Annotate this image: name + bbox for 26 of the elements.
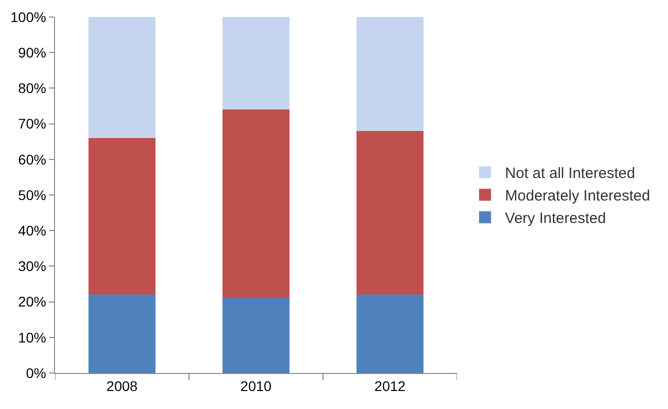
bar xyxy=(222,110,290,298)
y-tick-label: 80% xyxy=(18,80,46,96)
legend-label: Very Interested xyxy=(505,210,606,228)
bar xyxy=(356,294,424,373)
bar xyxy=(356,130,424,295)
bar xyxy=(88,138,156,295)
y-tick-label: 30% xyxy=(18,258,46,274)
y-tick-label: 100% xyxy=(10,8,46,25)
legend-label: Not at all Interested xyxy=(505,165,636,182)
y-tick-label: 90% xyxy=(18,44,46,60)
x-tick-label: 2008 xyxy=(106,378,138,394)
bar xyxy=(88,17,156,138)
bar xyxy=(222,298,290,373)
y-tick-label: 70% xyxy=(18,116,46,132)
y-tick-label: 50% xyxy=(18,186,46,203)
bar xyxy=(222,17,290,110)
y-tick-label: 10% xyxy=(18,329,46,346)
bar xyxy=(356,17,424,131)
x-tick-label: 2012 xyxy=(374,378,406,394)
y-tick-label: 0% xyxy=(26,364,46,381)
y-tick-label: 20% xyxy=(18,294,46,310)
x-tick-label: 2010 xyxy=(240,378,272,394)
y-tick-label: 60% xyxy=(18,151,46,168)
y-tick-label: 40% xyxy=(18,222,46,238)
bar xyxy=(88,294,156,373)
legend-label: Moderately Interested xyxy=(505,188,650,205)
